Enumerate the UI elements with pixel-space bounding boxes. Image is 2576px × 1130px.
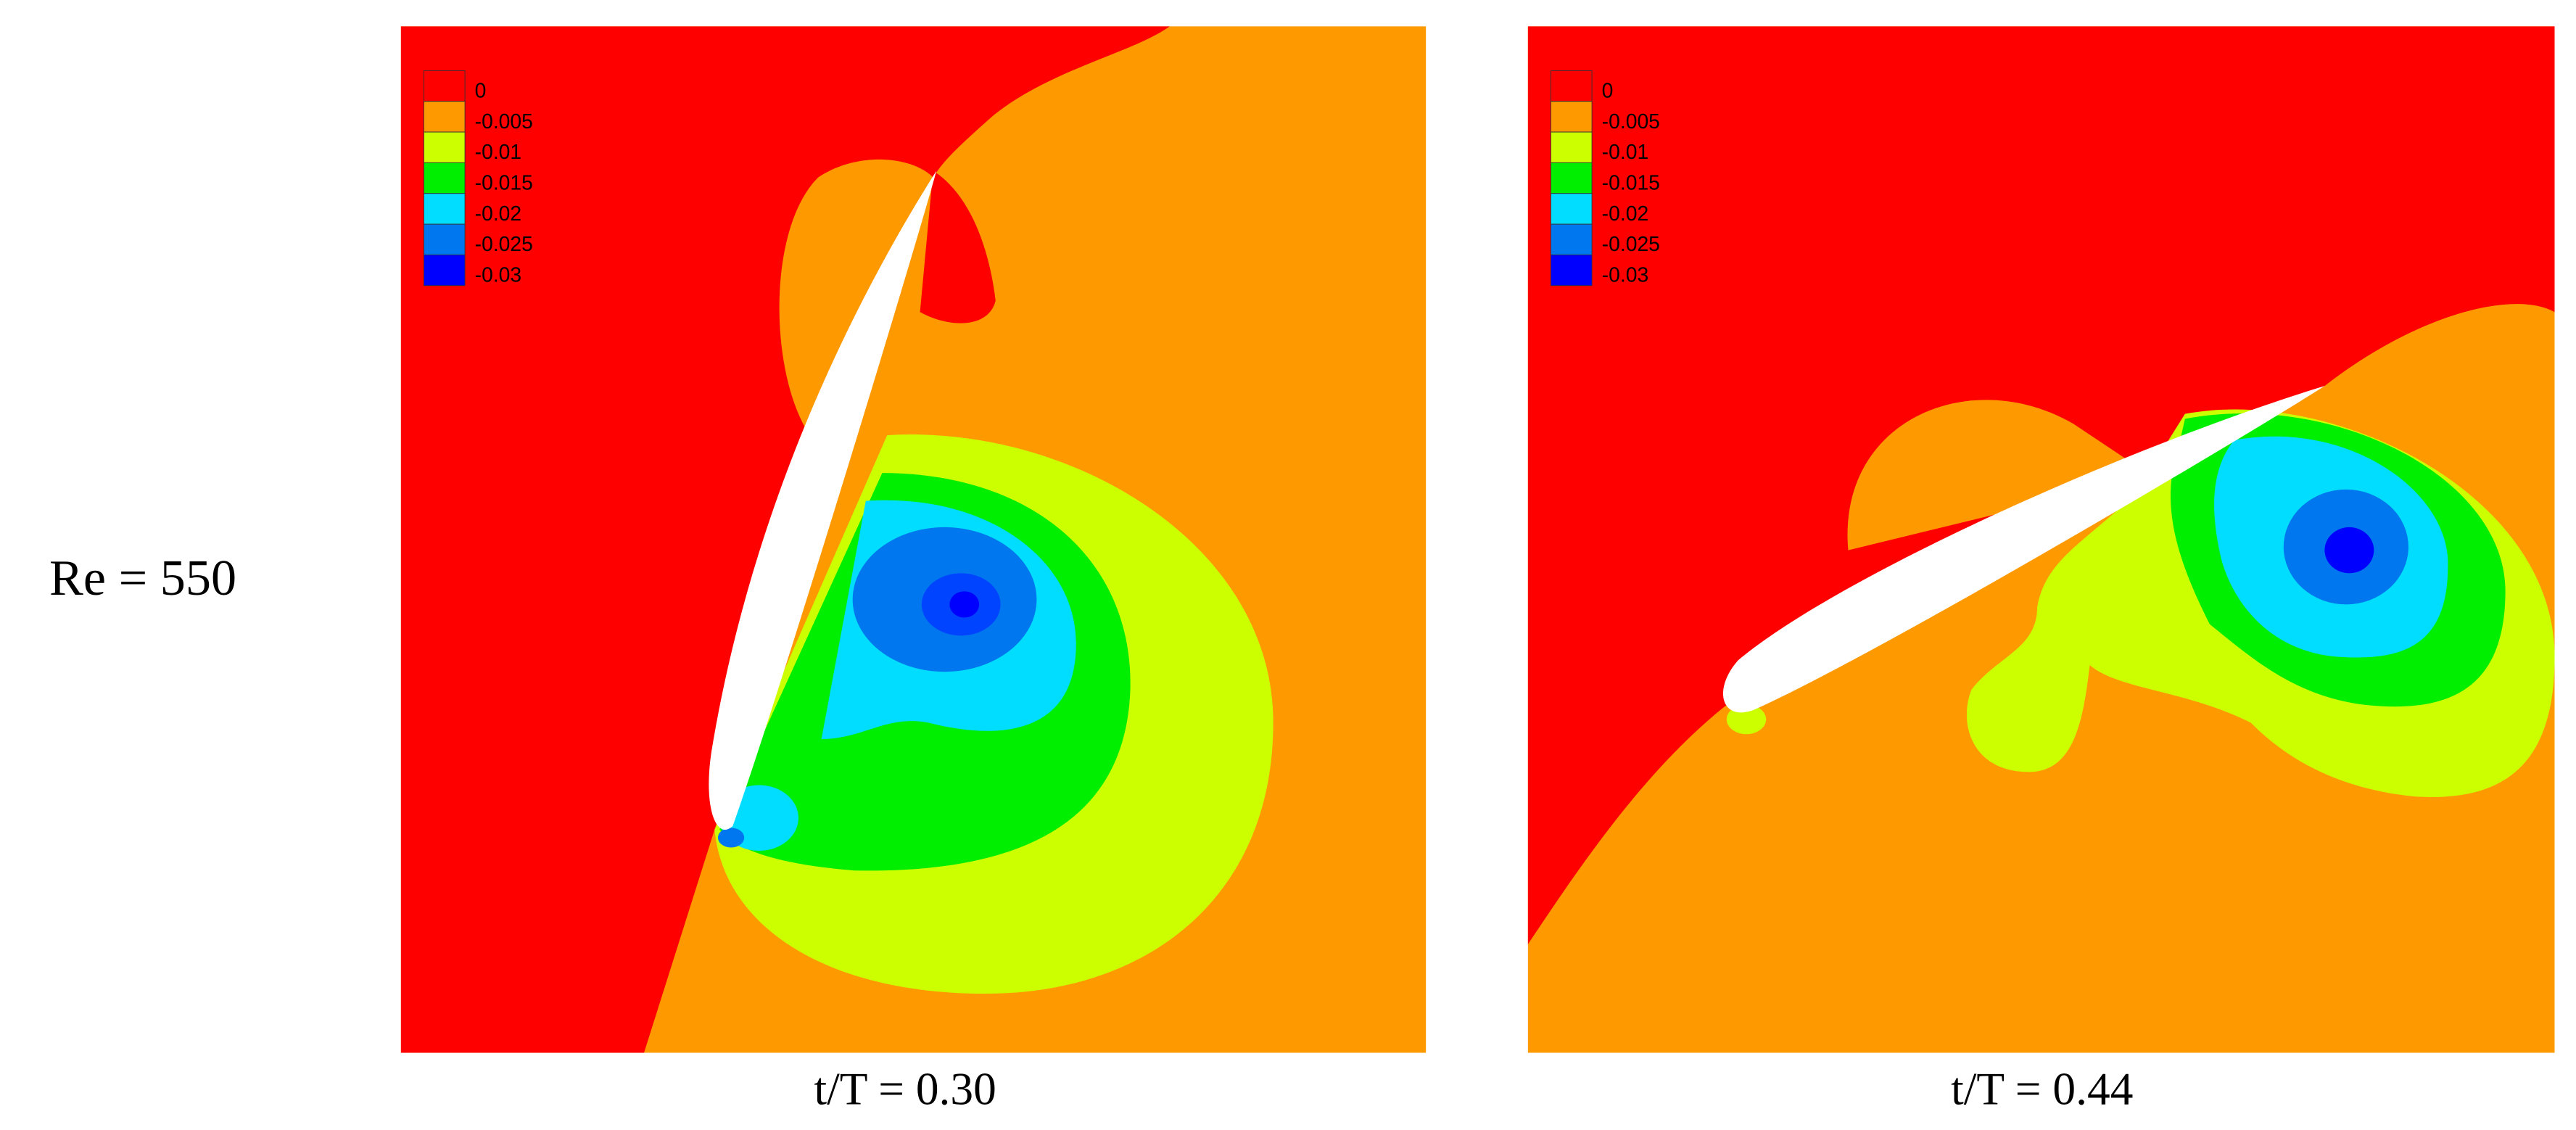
legend-swatch <box>423 162 466 194</box>
legend-label: -0.02 <box>475 202 522 225</box>
legend-label: -0.015 <box>1602 171 1660 194</box>
legend-label: -0.015 <box>475 171 533 194</box>
legend-swatch <box>423 70 466 102</box>
contour-plot <box>1527 26 2555 1053</box>
legend-label: -0.01 <box>475 140 522 163</box>
legend-label: -0.025 <box>475 232 533 255</box>
legend-label: -0.005 <box>1602 110 1660 133</box>
legend-label: -0.025 <box>1602 232 1660 255</box>
legend-label: -0.03 <box>1602 263 1649 286</box>
panel-caption: t/T = 0.44 <box>1951 1063 2133 1115</box>
legend-swatch <box>1550 223 1593 255</box>
legend-label: -0.03 <box>475 263 522 286</box>
legend-label: -0.02 <box>1602 202 1649 225</box>
row-label: Re = 550 <box>49 550 236 606</box>
legend-swatch <box>423 223 466 255</box>
legend-swatch <box>423 255 466 286</box>
legend-label: -0.005 <box>475 110 533 133</box>
legend-swatch <box>423 193 466 225</box>
panel-caption: t/T = 0.30 <box>814 1063 996 1115</box>
legend-label: 0 <box>1602 79 1614 102</box>
legend-swatch <box>1550 162 1593 194</box>
legend-swatch <box>1550 255 1593 286</box>
legend-swatch <box>1550 101 1593 133</box>
contour-plot <box>400 26 1427 1053</box>
legend-label: -0.01 <box>1602 140 1649 163</box>
legend-swatch <box>1550 193 1593 225</box>
legend-label: 0 <box>475 79 487 102</box>
legend-swatch <box>423 131 466 163</box>
legend-swatch <box>1550 131 1593 163</box>
legend-swatch <box>423 101 466 133</box>
legend-swatch <box>1550 70 1593 102</box>
